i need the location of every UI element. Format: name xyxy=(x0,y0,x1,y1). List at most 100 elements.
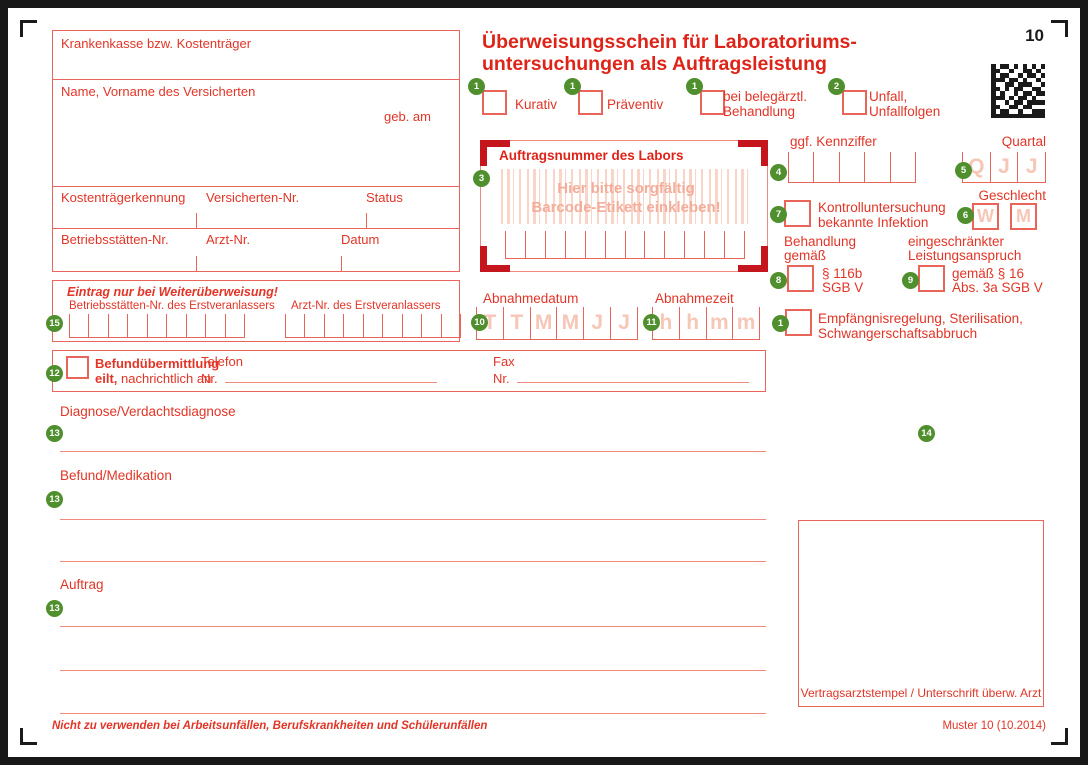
payer-id-label: Kostenträgerkennung xyxy=(61,190,186,205)
belegaerztlich-label-line1: bei belegärztl. xyxy=(723,89,808,104)
field-tick xyxy=(341,256,342,271)
dob-label: geb. am xyxy=(384,109,431,124)
bracket-icon xyxy=(738,246,768,272)
fax-nr-label: Nr. xyxy=(493,371,510,386)
lab-order-title: Auftragsnummer des Labors xyxy=(499,148,684,163)
badge-14: 14 xyxy=(918,425,935,442)
praeventiv-checkbox[interactable] xyxy=(578,90,603,115)
badge-13: 13 xyxy=(46,491,63,508)
badge-4: 4 xyxy=(770,164,787,181)
footer-note: Nicht zu verwenden bei Arbeitsunfällen, … xyxy=(52,720,488,732)
insured-name-label: Name, Vorname des Versicherten xyxy=(61,84,256,99)
diagnose-label: Diagnose/Verdachtsdiagnose xyxy=(60,404,236,419)
unfall-checkbox[interactable] xyxy=(842,90,867,115)
nachrichtlich-text: nachrichtlich an xyxy=(117,371,212,386)
geschlecht-label: Geschlecht xyxy=(978,188,1046,203)
badge-7: 7 xyxy=(770,206,787,223)
weiterueberweisung-title: Eintrag nur bei Weiterüberweisung! xyxy=(67,285,278,299)
bracket-icon xyxy=(738,140,768,166)
leistungsanspruch-checkbox[interactable] xyxy=(918,265,945,292)
date-label: Datum xyxy=(341,232,380,247)
fax-nr-field[interactable] xyxy=(517,367,749,383)
badge-9: 9 xyxy=(902,272,919,289)
auftrag-writing-line[interactable] xyxy=(60,670,766,671)
kurativ-checkbox[interactable] xyxy=(482,90,507,115)
eilt-bold: eilt, xyxy=(95,371,118,386)
telefon-nr-field[interactable] xyxy=(225,367,437,383)
status-label: Status xyxy=(366,190,403,205)
erstveranlasser-bsnr-label: Betriebsstätten-Nr. des Erstveranlassers xyxy=(69,300,275,312)
badge-5: 5 xyxy=(955,162,972,179)
patient-data-box: Krankenkasse bzw. Kostenträger Name, Vor… xyxy=(52,30,460,272)
cropmark-top-right xyxy=(1051,20,1068,37)
lab-order-number-cells[interactable] xyxy=(505,231,746,259)
behandlung-line2: SGB V xyxy=(822,280,864,295)
empfaengnisregelung-checkbox[interactable] xyxy=(785,309,812,336)
unfall-label-line2: Unfallfolgen xyxy=(869,104,941,119)
barcode-hint-line1: Hier bitte sorgfältig xyxy=(557,180,695,197)
field-tick xyxy=(196,256,197,271)
form-number: 10 xyxy=(1025,26,1044,45)
belegaerztlich-checkbox[interactable] xyxy=(700,90,725,115)
insurer-label: Krankenkasse bzw. Kostenträger xyxy=(61,36,252,51)
field-tick xyxy=(196,213,197,228)
badge-2: 2 xyxy=(828,78,845,95)
befunduebermittlung-line1: Befundübermittlung xyxy=(95,356,220,371)
cropmark-bottom-right xyxy=(1051,728,1068,745)
badge-1: 1 xyxy=(564,78,581,95)
badge-3: 3 xyxy=(473,170,490,187)
abnahmezeit-label: Abnahmezeit xyxy=(655,291,734,306)
auftrag-writing-line[interactable] xyxy=(60,713,766,714)
badge-11: 11 xyxy=(643,314,660,331)
leistungsanspruch-header1: eingeschränkter xyxy=(908,234,1005,249)
badge-1: 1 xyxy=(686,78,703,95)
badge-15: 15 xyxy=(46,315,63,332)
cropmark-bottom-left xyxy=(20,728,37,745)
barcode-placeholder-strokes xyxy=(501,169,751,224)
befunduebermittlung-checkbox[interactable] xyxy=(66,356,89,379)
quartal-label: Quartal xyxy=(1001,134,1046,149)
befunduebermittlung-line2: eilt, nachrichtlich an xyxy=(95,371,211,386)
badge-1: 1 xyxy=(772,315,789,332)
kurativ-label: Kurativ xyxy=(515,97,558,112)
weiterueberweisung-box: Eintrag nur bei Weiterüberweisung! Betri… xyxy=(52,280,461,342)
cropmark-top-left xyxy=(20,20,37,37)
bracket-icon xyxy=(480,140,510,166)
kontrolluntersuchung-line2: bekannte Infektion xyxy=(818,215,929,230)
empfaengnisregelung-line2: Schwangerschaftsabbruch xyxy=(818,326,978,341)
abnahmedatum-label: Abnahmedatum xyxy=(483,291,579,306)
diagnose-writing-line[interactable] xyxy=(60,451,766,452)
badge-6: 6 xyxy=(957,207,974,224)
kennziffer-label: ggf. Kennziffer xyxy=(790,134,877,149)
praeventiv-label: Präventiv xyxy=(607,97,664,112)
befund-writing-line[interactable] xyxy=(60,561,766,562)
fax-label: Fax xyxy=(493,354,515,369)
telefon-nr-label: Nr. xyxy=(201,371,218,386)
insured-no-label: Versicherten-Nr. xyxy=(206,190,300,205)
erstveranlasser-lanr-label: Arzt-Nr. des Erstveranlassers xyxy=(291,300,441,312)
lab-order-box: Auftragsnummer des Labors Hier bitte sor… xyxy=(480,140,768,272)
erstveranlasser-bsnr-cells[interactable] xyxy=(69,314,245,338)
divider xyxy=(53,228,459,229)
kontrolluntersuchung-checkbox[interactable] xyxy=(784,200,811,227)
datamatrix-barcode-icon xyxy=(991,64,1045,118)
behandlung-line1: § 116b xyxy=(822,266,863,281)
form-sheet: Krankenkasse bzw. Kostenträger Name, Vor… xyxy=(8,8,1080,757)
behandlung-116b-checkbox[interactable] xyxy=(787,265,814,292)
leistungsanspruch-header2: Leistungsanspruch xyxy=(908,248,1022,263)
erstveranlasser-lanr-cells[interactable] xyxy=(285,314,461,338)
befunduebermittlung-box: Befundübermittlung eilt, nachrichtlich a… xyxy=(52,350,766,392)
stamp-box[interactable]: Vertragsarztstempel / Unterschrift überw… xyxy=(798,520,1044,707)
kontrolluntersuchung-line1: Kontrolluntersuchung xyxy=(818,200,946,215)
kennziffer-cells[interactable] xyxy=(788,152,917,183)
belegaerztlich-label-line2: Behandlung xyxy=(723,104,796,119)
auftrag-writing-line[interactable] xyxy=(60,626,766,627)
befund-writing-line[interactable] xyxy=(60,519,766,520)
barcode-hint-line2: Barcode-Etikett einkleben! xyxy=(531,199,721,216)
badge-10: 10 xyxy=(471,314,488,331)
